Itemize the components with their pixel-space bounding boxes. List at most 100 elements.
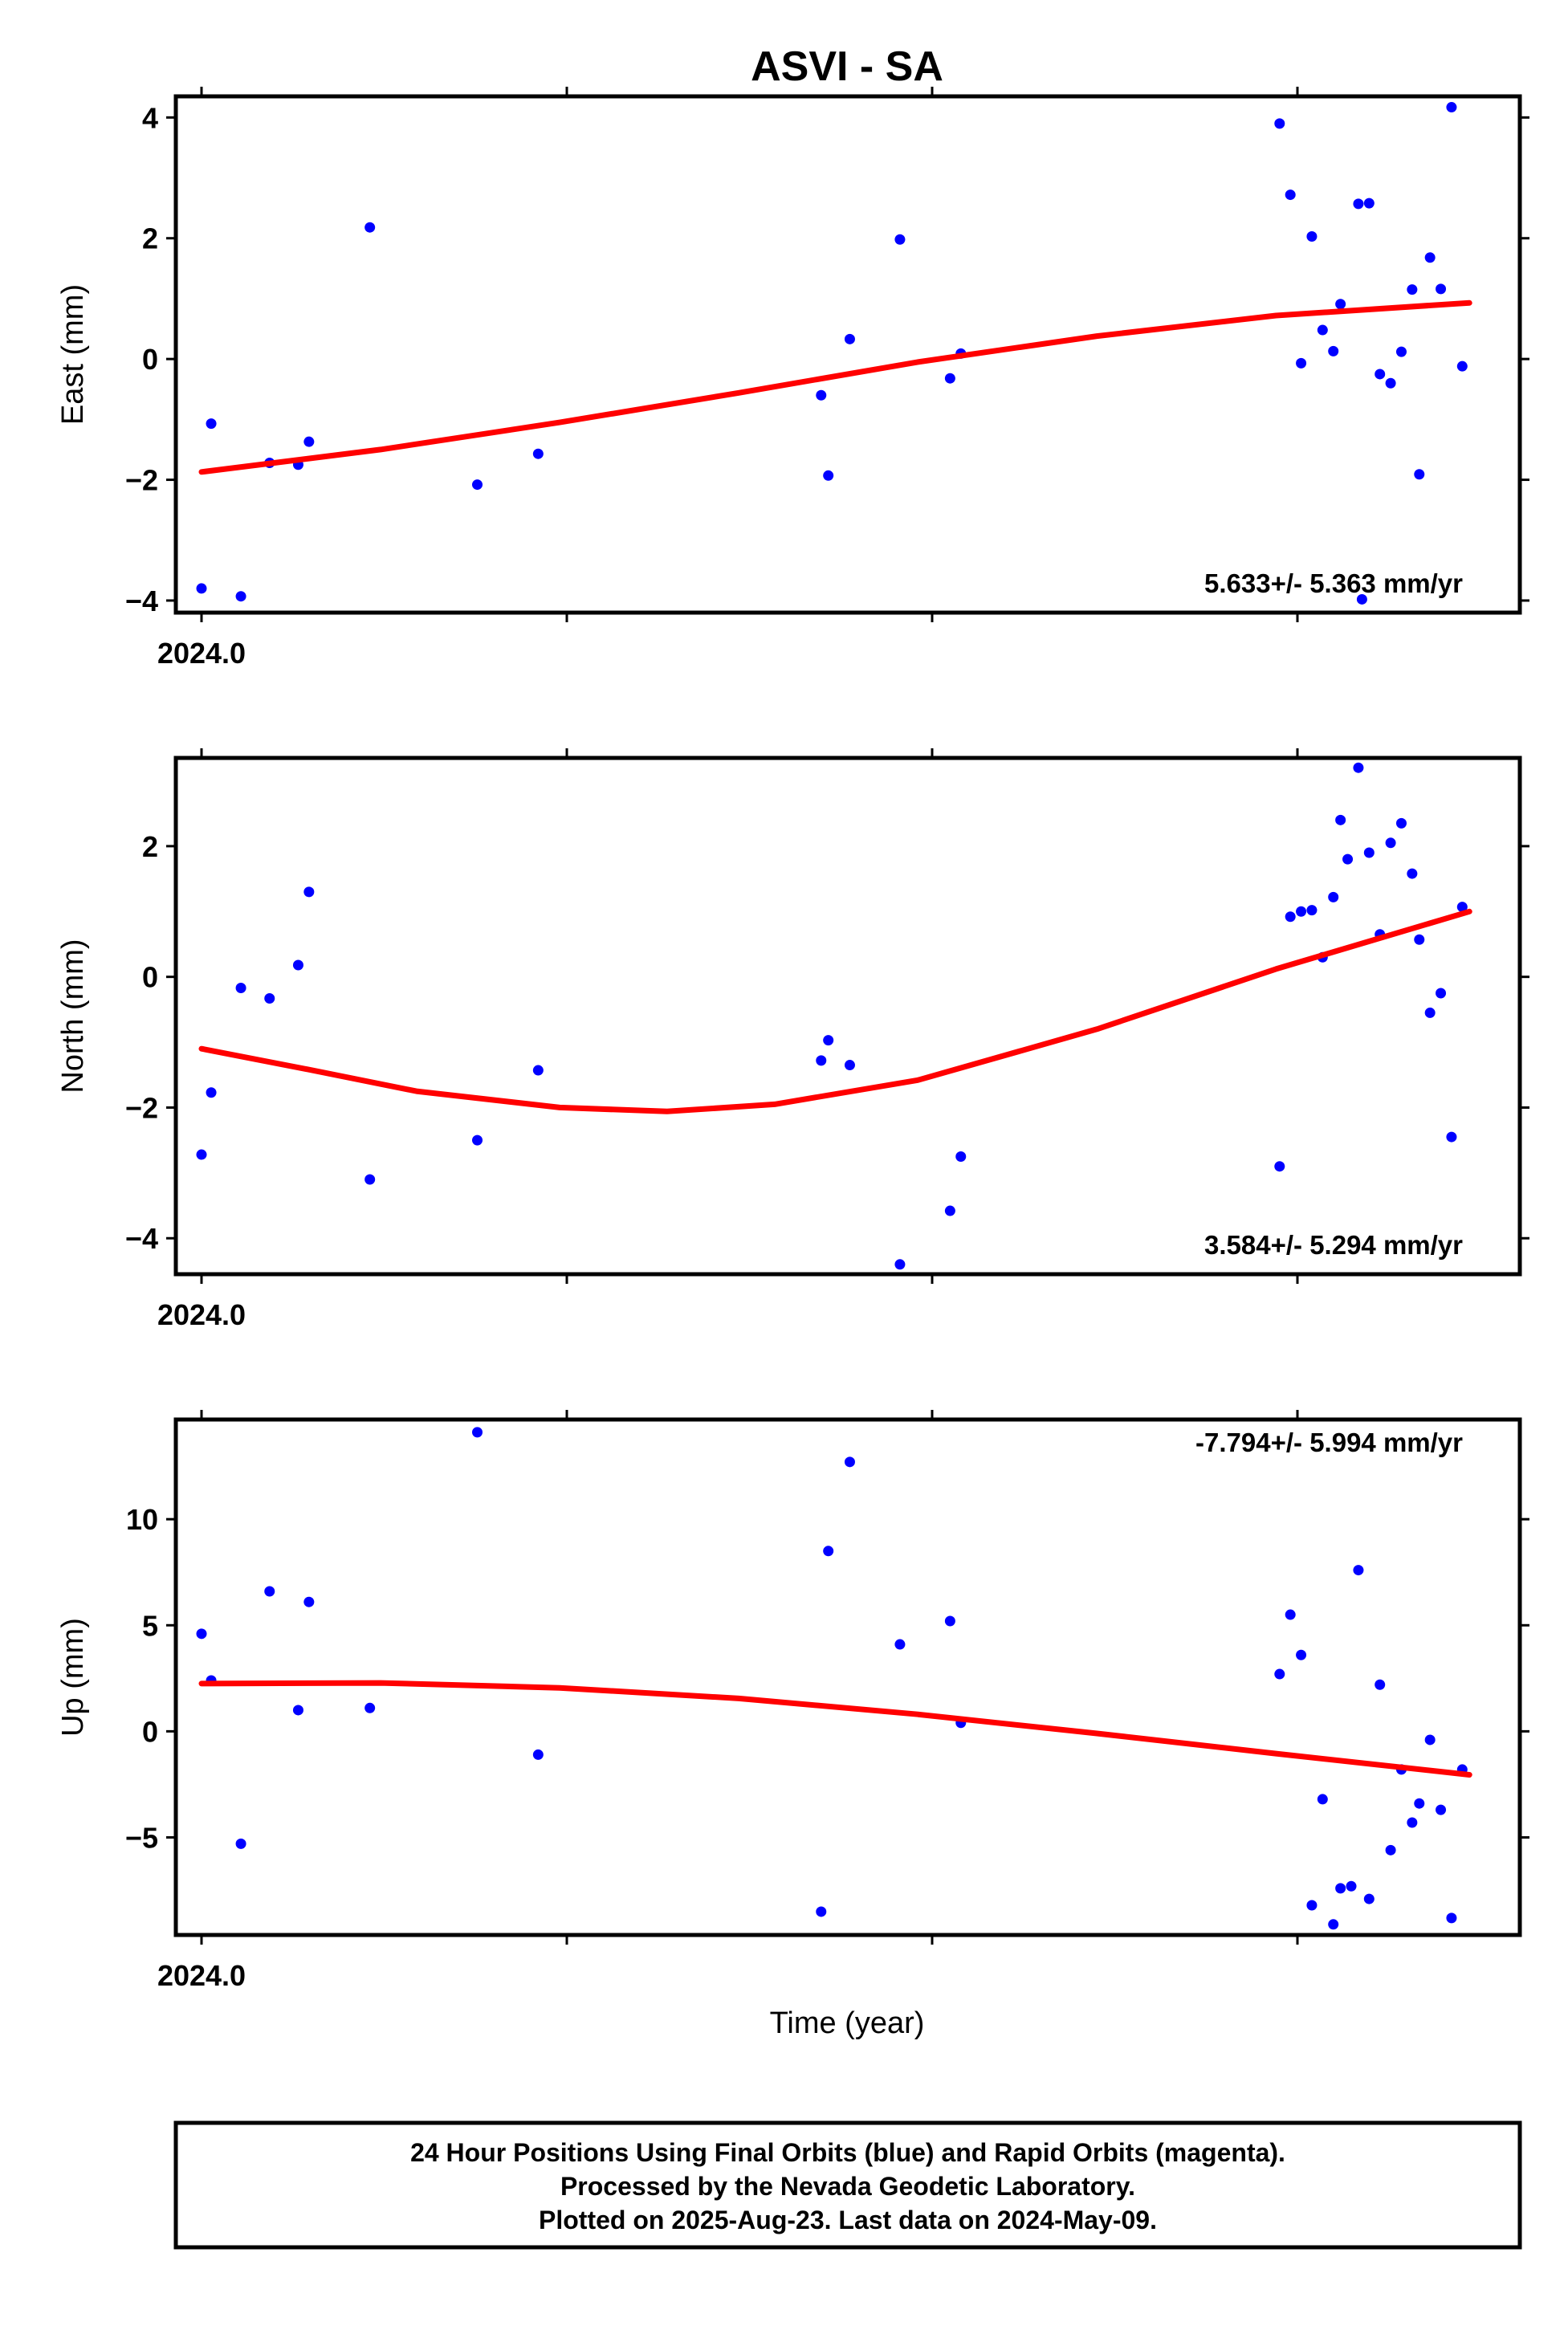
velocity-rate-label: 5.633+/- 5.363 mm/yr (1204, 568, 1463, 598)
data-point (1317, 324, 1328, 336)
data-point (1385, 377, 1396, 389)
data-point (1353, 762, 1364, 773)
data-point (303, 436, 315, 447)
data-point (1285, 911, 1296, 923)
data-point (1407, 1817, 1418, 1828)
data-point (1335, 1883, 1346, 1894)
data-point (206, 418, 217, 430)
data-point (1375, 1679, 1386, 1690)
data-point (1375, 369, 1386, 380)
data-point (1328, 891, 1339, 902)
data-point (1363, 847, 1375, 858)
data-point (1285, 189, 1296, 201)
data-point (472, 1427, 483, 1438)
trend-fit-line (198, 299, 1472, 475)
data-point (1328, 345, 1339, 356)
data-point (472, 1134, 483, 1146)
footer-line-3: Plotted on 2025-Aug-23. Last data on 202… (539, 2206, 1157, 2234)
data-point (1306, 230, 1318, 242)
data-point (1407, 284, 1418, 295)
data-point (1353, 198, 1364, 210)
data-points (196, 102, 1468, 605)
y-tick-label: 2 (142, 222, 158, 255)
velocity-rate-label: -7.794+/- 5.994 mm/yr (1195, 1428, 1463, 1457)
data-point (1424, 1734, 1436, 1745)
data-point (823, 1035, 834, 1046)
y-axis-label: East (mm) (56, 284, 90, 425)
data-point (1424, 252, 1436, 263)
data-point (1395, 346, 1407, 357)
data-point (1328, 1919, 1339, 1930)
data-point (1414, 469, 1425, 480)
data-point (1407, 868, 1418, 879)
data-point (235, 1838, 246, 1849)
footer-line-2: Processed by the Nevada Geodetic Laborat… (560, 2172, 1135, 2201)
y-tick-label: −4 (125, 1222, 158, 1255)
panel-frame (173, 1417, 1522, 1937)
data-point (944, 373, 955, 384)
data-point (1296, 906, 1307, 917)
x-axis-label: Time (year) (770, 2006, 925, 2040)
data-point (206, 1087, 217, 1098)
data-point (1436, 988, 1447, 999)
footer-box: 24 Hour Positions Using Final Orbits (bl… (173, 2120, 1522, 2250)
y-tick-label: −4 (125, 585, 158, 617)
data-point (1395, 817, 1407, 829)
data-point (532, 448, 544, 459)
data-point (1414, 934, 1425, 945)
panel-frame (173, 756, 1522, 1277)
panel-up: 2024.0 −5 0 5 10 Up (mm) -7.794+/- 5.994 mm/yr (56, 1410, 1529, 1992)
x-tick-label: 2024.0 (157, 1959, 246, 1992)
data-point (1446, 102, 1457, 113)
y-axis-label: North (mm) (56, 939, 90, 1093)
data-point (823, 1546, 834, 1557)
data-point (1456, 360, 1468, 372)
y-tick-label: 0 (142, 343, 158, 376)
data-point (1335, 814, 1346, 825)
data-point (844, 333, 855, 344)
data-point (1306, 1900, 1318, 1911)
data-point (1285, 1609, 1296, 1620)
data-point (1274, 118, 1285, 129)
data-point (1424, 1007, 1436, 1018)
data-point (816, 1906, 827, 1917)
data-point (1296, 1649, 1307, 1660)
data-point (303, 886, 315, 898)
y-tick-label: 5 (142, 1609, 158, 1642)
data-point (472, 479, 483, 491)
data-point (823, 470, 834, 481)
y-tick-label: 10 (126, 1503, 158, 1536)
y-tick-label: 0 (142, 961, 158, 994)
data-point (365, 222, 376, 233)
data-point (196, 1149, 207, 1160)
data-point (894, 234, 906, 245)
panel-frame (173, 94, 1522, 615)
data-point (844, 1456, 855, 1468)
data-point (1446, 1912, 1457, 1924)
x-tick-label: 2024.0 (157, 637, 246, 670)
data-point (1385, 837, 1396, 849)
data-point (1436, 1804, 1447, 1815)
data-point (264, 1586, 275, 1597)
data-point (235, 983, 246, 994)
data-point (1296, 357, 1307, 369)
trend-fit-line (198, 1680, 1472, 1778)
panel-north: 2024.0 −4 −2 0 2 North (mm) 3.584+/- 5.294 mm/… (56, 748, 1529, 1331)
panel-east: 2024.0 −4 −2 0 2 4 East (mm) 5.633+/- 5.363 mm/… (56, 87, 1529, 670)
data-point (264, 993, 275, 1004)
data-point (1363, 1893, 1375, 1904)
data-point (955, 1151, 967, 1162)
data-point (292, 959, 303, 971)
data-point (196, 1628, 207, 1640)
data-points (196, 1427, 1468, 1930)
data-point (1356, 593, 1367, 605)
data-point (1274, 1161, 1285, 1172)
y-tick-label: −2 (125, 464, 158, 497)
data-point (1353, 1565, 1364, 1576)
y-tick-label: 2 (142, 830, 158, 863)
data-point (1317, 1794, 1328, 1805)
data-point (1363, 198, 1375, 209)
data-points (196, 762, 1468, 1270)
data-point (1456, 902, 1468, 913)
data-point (365, 1702, 376, 1713)
